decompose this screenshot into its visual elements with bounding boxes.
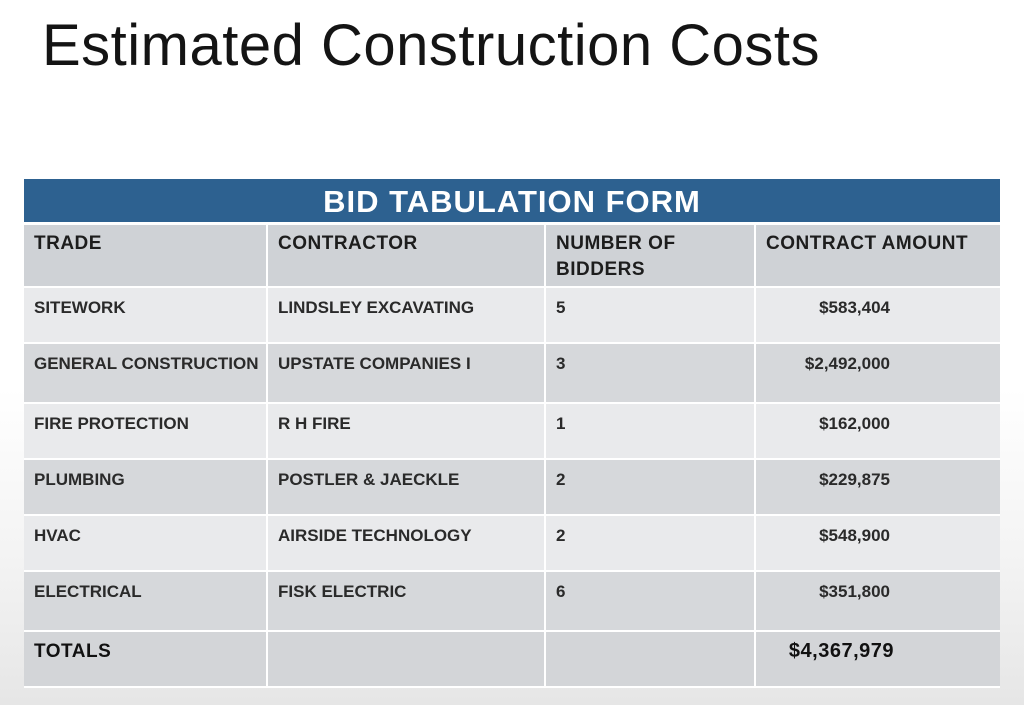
cell-bidders: 2 <box>545 459 756 516</box>
cell-trade: PLUMBING <box>24 459 268 516</box>
cell-contractor: AIRSIDE TECHNOLOGY <box>267 515 546 572</box>
cell-contractor: POSTLER & JAECKLE <box>267 459 546 516</box>
cell-trade: ELECTRICAL <box>24 571 268 632</box>
cell-amount: $351,800 <box>755 571 1000 632</box>
table-row: HVAC AIRSIDE TECHNOLOGY 2 $548,900 <box>24 515 1000 572</box>
cell-contractor: R H FIRE <box>267 403 546 460</box>
cell-amount: $162,000 <box>755 403 1000 460</box>
cell-trade: SITEWORK <box>24 287 268 344</box>
cell-amount: $548,900 <box>755 515 1000 572</box>
totals-empty-cell <box>267 631 546 688</box>
cell-bidders: 1 <box>545 403 756 460</box>
cell-contractor: LINDSLEY EXCAVATING <box>267 287 546 344</box>
cell-amount: $2,492,000 <box>755 343 1000 404</box>
column-header-row: TRADE CONTRACTOR NUMBER OF BIDDERS CONTR… <box>24 225 1000 288</box>
cell-bidders: 2 <box>545 515 756 572</box>
totals-row: TOTALS $4,367,979 <box>24 631 1000 688</box>
cell-amount: $229,875 <box>755 459 1000 516</box>
cell-contractor: FISK ELECTRIC <box>267 571 546 632</box>
slide-title: Estimated Construction Costs <box>42 13 820 78</box>
cell-trade: HVAC <box>24 515 268 572</box>
cell-bidders: 3 <box>545 343 756 404</box>
cell-bidders: 6 <box>545 571 756 632</box>
column-header-trade: TRADE <box>24 225 268 288</box>
cell-contractor: UPSTATE COMPANIES I <box>267 343 546 404</box>
column-header-contractor: CONTRACTOR <box>267 225 546 288</box>
cell-trade: FIRE PROTECTION <box>24 403 268 460</box>
table-row: ELECTRICAL FISK ELECTRIC 6 $351,800 <box>24 571 1000 632</box>
cell-bidders: 5 <box>545 287 756 344</box>
totals-empty-cell <box>545 631 756 688</box>
column-header-number-of-bidders: NUMBER OF BIDDERS <box>545 225 756 288</box>
table-row: SITEWORK LINDSLEY EXCAVATING 5 $583,404 <box>24 287 1000 344</box>
bid-tabulation-table: BID TABULATION FORM TRADE CONTRACTOR NUM… <box>24 179 1000 688</box>
totals-label: TOTALS <box>24 631 268 688</box>
cell-trade: GENERAL CONSTRUCTION <box>24 343 268 404</box>
column-header-contract-amount: CONTRACT AMOUNT <box>755 225 1000 288</box>
table-title: BID TABULATION FORM <box>24 179 1000 225</box>
totals-amount: $4,367,979 <box>755 631 1000 688</box>
bid-table-grid: TRADE CONTRACTOR NUMBER OF BIDDERS CONTR… <box>24 225 1000 688</box>
table-row: FIRE PROTECTION R H FIRE 1 $162,000 <box>24 403 1000 460</box>
cell-amount: $583,404 <box>755 287 1000 344</box>
table-row: PLUMBING POSTLER & JAECKLE 2 $229,875 <box>24 459 1000 516</box>
table-row: GENERAL CONSTRUCTION UPSTATE COMPANIES I… <box>24 343 1000 404</box>
